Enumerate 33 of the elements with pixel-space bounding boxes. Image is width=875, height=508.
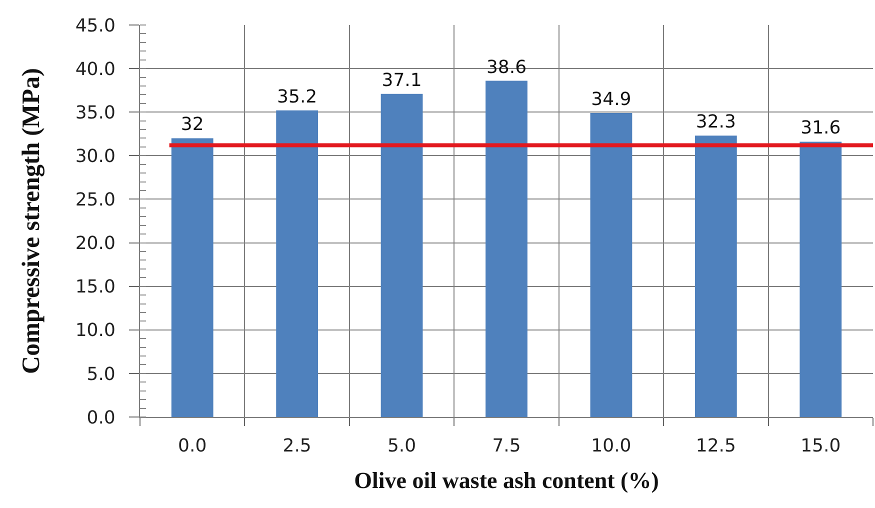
y-tick-label: 15.0 [75, 276, 116, 298]
bar [694, 136, 737, 417]
data-label: 35.2 [277, 86, 318, 108]
y-tick-label: 0.0 [86, 407, 116, 428]
y-tick-label: 10.0 [75, 320, 116, 342]
data-label: 32 [180, 114, 204, 136]
bar [590, 112, 632, 417]
y-tick-label: 25.0 [75, 190, 116, 211]
y-axis-title: Compressive strength (MPa) [18, 68, 46, 374]
x-tick-label: 12.5 [696, 436, 736, 457]
data-label: 38.6 [486, 56, 527, 78]
x-tick-label: 15.0 [800, 436, 841, 457]
data-label: 34.9 [591, 88, 632, 110]
x-tick-label: 10.0 [591, 436, 632, 457]
x-tick-label: 0.0 [178, 436, 207, 457]
y-tick-label: 30.0 [75, 146, 116, 167]
y-tick-label: 45.0 [75, 15, 116, 36]
y-tick-label: 40.0 [75, 58, 116, 80]
y-tick-label: 5.0 [86, 364, 116, 385]
y-tick-label: 35.0 [75, 102, 116, 124]
x-tick-label: 7.5 [492, 436, 521, 457]
bar [800, 142, 842, 417]
bar [171, 138, 214, 417]
data-label: 37.1 [382, 70, 422, 91]
x-axis-title: Olive oil waste ash content (%) [354, 468, 659, 494]
x-tick-label: 2.5 [282, 436, 312, 457]
data-label: 32.3 [696, 112, 736, 133]
data-label: 31.6 [800, 118, 841, 139]
y-tick-label: 20.0 [75, 233, 116, 254]
x-tick-label: 5.0 [387, 436, 416, 457]
bar [486, 80, 528, 417]
bar [276, 110, 318, 417]
bar [380, 94, 423, 417]
